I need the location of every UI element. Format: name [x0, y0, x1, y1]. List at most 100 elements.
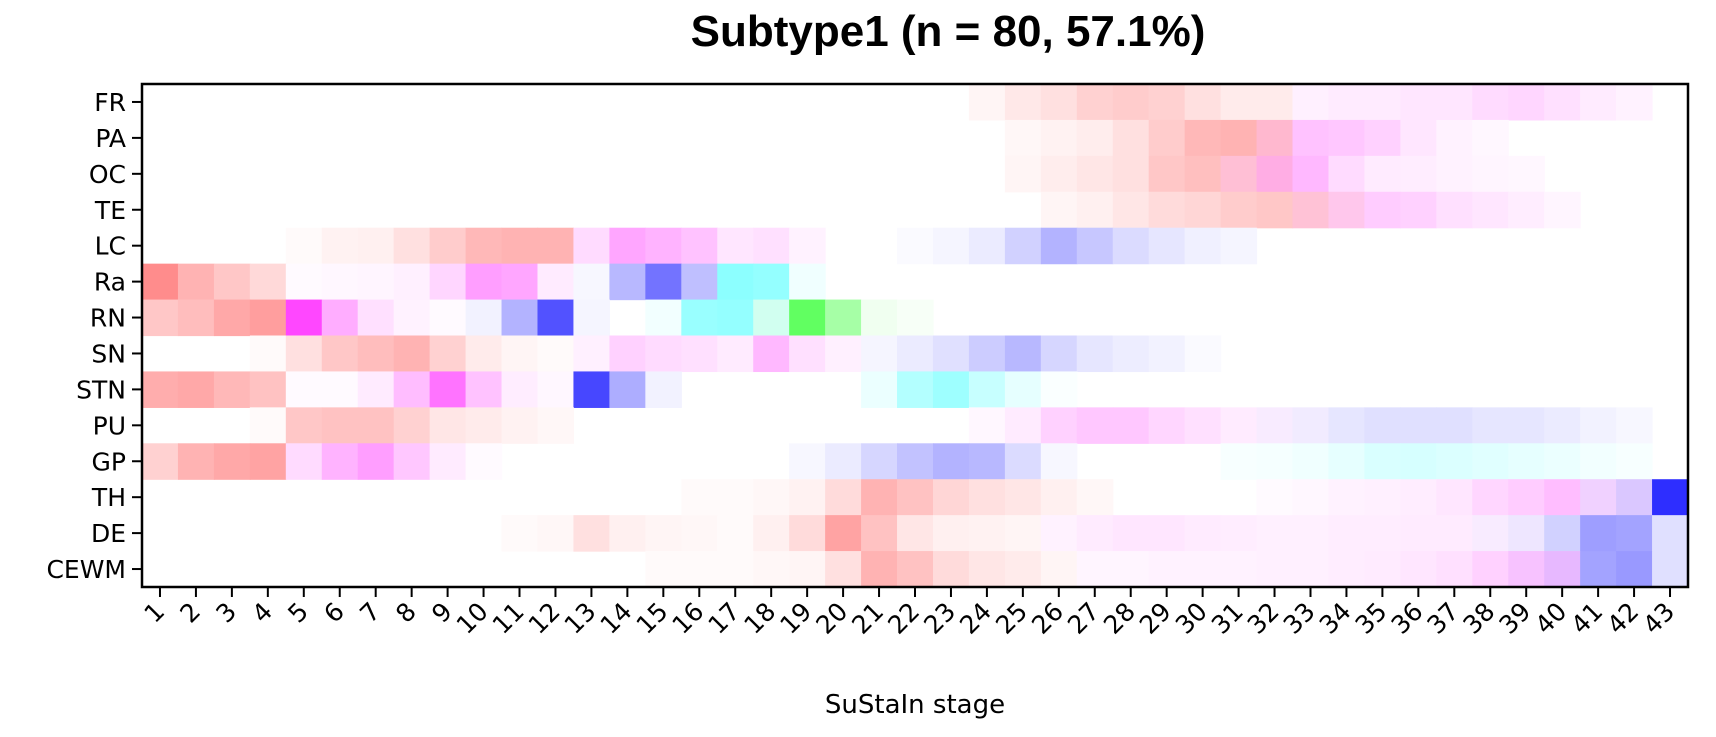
heatmap-cell-de-36 — [1400, 515, 1437, 552]
heatmap-cell-stn-2 — [177, 371, 215, 408]
heatmap-cell-gp-25 — [1004, 443, 1042, 480]
heatmap-cell-gp-38 — [1472, 443, 1509, 480]
x-axis-label: SuStaIn stage — [825, 690, 1005, 720]
heatmap-cell-de-32 — [1256, 515, 1294, 552]
heatmap-cell-te-38 — [1472, 191, 1509, 229]
heatmap-cell-stn-1 — [142, 371, 179, 408]
heatmap-cell-fr-38 — [1472, 84, 1509, 121]
heatmap-cell-sn-23 — [932, 335, 970, 373]
heatmap-cell-pu-31 — [1220, 407, 1258, 444]
heatmap-cell-ra-19 — [789, 263, 826, 301]
heatmap-cell-fr-26 — [1040, 84, 1078, 121]
heatmap-cell-pu-5 — [285, 407, 323, 444]
heatmap-cell-rn-22 — [897, 299, 934, 337]
heatmap-cell-de-24 — [968, 515, 1006, 552]
y-tick-label-stn: STN — [76, 375, 126, 404]
heatmap-cell-te-26 — [1040, 191, 1078, 229]
heatmap-cell-sn-12 — [537, 335, 575, 373]
heatmap-cell-cewm-31 — [1220, 551, 1258, 588]
heatmap-cell-stn-7 — [357, 371, 395, 408]
heatmap-cell-lc-18 — [753, 227, 790, 265]
heatmap-cell-stn-24 — [968, 371, 1006, 408]
heatmap-cell-lc-12 — [537, 227, 575, 265]
heatmap-cell-sn-21 — [861, 335, 898, 373]
y-tick-label-oc: OC — [89, 160, 126, 189]
heatmap-cell-gp-20 — [825, 443, 862, 480]
heatmap-cell-gp-34 — [1328, 443, 1366, 480]
heatmap-cell-pu-29 — [1148, 407, 1186, 444]
heatmap-cell-ra-15 — [645, 263, 682, 301]
heatmap-cell-lc-19 — [789, 227, 826, 265]
heatmap-cell-gp-26 — [1040, 443, 1078, 480]
heatmap-cell-cewm-25 — [1004, 551, 1042, 588]
x-tick-label-9: 9 — [426, 597, 458, 629]
x-tick-label-43: 43 — [1637, 597, 1680, 640]
heatmap-cell-sn-14 — [609, 335, 646, 373]
heatmap-cell-pu-27 — [1076, 407, 1114, 444]
y-tick-label-sn: SN — [91, 339, 126, 368]
heatmap-cell-te-35 — [1364, 191, 1401, 229]
heatmap-cell-ra-12 — [537, 263, 575, 301]
heatmap-cell-pu-33 — [1292, 407, 1330, 444]
heatmap-cell-gp-35 — [1364, 443, 1401, 480]
heatmap-cell-stn-13 — [573, 371, 610, 408]
y-tick-label-fr: FR — [94, 88, 126, 117]
heatmap-cell-te-34 — [1328, 191, 1366, 229]
heatmap-cell-cewm-33 — [1292, 551, 1330, 588]
heatmap-cell-ra-10 — [465, 263, 503, 301]
heatmap-cell-th-19 — [789, 479, 826, 516]
heatmap-cell-stn-4 — [249, 371, 287, 408]
heatmap-cell-pa-25 — [1004, 119, 1042, 157]
heatmap-cell-de-33 — [1292, 515, 1330, 552]
heatmap-cell-te-40 — [1544, 191, 1581, 229]
heatmap-cell-pu-10 — [465, 407, 503, 444]
heatmap-cell-cewm-19 — [789, 551, 826, 588]
heatmap-cell-lc-9 — [429, 227, 467, 265]
heatmap-cell-ra-5 — [285, 263, 323, 301]
heatmap-cell-fr-33 — [1292, 84, 1330, 121]
heatmap-cell-sn-11 — [501, 335, 539, 373]
heatmap-cell-fr-27 — [1076, 84, 1114, 121]
heatmap-cell-stn-21 — [861, 371, 898, 408]
heatmap-cell-ra-9 — [429, 263, 467, 301]
x-tick-label-1: 1 — [138, 597, 170, 629]
y-tick-label-te: TE — [94, 196, 126, 225]
heatmap-cell-lc-10 — [465, 227, 503, 265]
heatmap-cell-cewm-20 — [825, 551, 862, 588]
heatmap-cell-pa-36 — [1400, 119, 1437, 157]
heatmap-cell-fr-30 — [1184, 84, 1222, 121]
heatmap-cell-fr-28 — [1112, 84, 1150, 121]
heatmap-cell-gp-37 — [1436, 443, 1473, 480]
x-tick-label-8: 8 — [390, 597, 422, 629]
heatmap-cell-gp-21 — [861, 443, 898, 480]
heatmap-cell-rn-7 — [357, 299, 395, 337]
heatmap-cell-sn-10 — [465, 335, 503, 373]
heatmap-cell-th-21 — [861, 479, 898, 516]
heatmap-cell-ra-3 — [213, 263, 251, 301]
heatmap-cell-de-31 — [1220, 515, 1258, 552]
heatmap-cell-th-43 — [1652, 479, 1689, 516]
heatmap-cell-oc-37 — [1436, 155, 1473, 193]
heatmap-cell-lc-8 — [393, 227, 431, 265]
heatmap-cell-cewm-22 — [897, 551, 934, 588]
heatmap-cell-th-33 — [1292, 479, 1330, 516]
heatmap-cell-oc-31 — [1220, 155, 1258, 193]
heatmap-cell-rn-3 — [213, 299, 251, 337]
heatmap-cell-de-17 — [717, 515, 754, 552]
heatmap-cell-pu-35 — [1364, 407, 1401, 444]
heatmap-cell-sn-19 — [789, 335, 826, 373]
y-tick-label-pa: PA — [95, 124, 126, 153]
heatmap-cell-sn-25 — [1004, 335, 1042, 373]
heatmap-cell-de-16 — [681, 515, 718, 552]
heatmap-cell-ra-6 — [321, 263, 359, 301]
heatmap-cell-pa-35 — [1364, 119, 1401, 157]
heatmap-cell-oc-36 — [1400, 155, 1437, 193]
heatmap-cell-te-39 — [1508, 191, 1545, 229]
heatmap-cell-de-15 — [645, 515, 682, 552]
heatmap-cell-te-31 — [1220, 191, 1258, 229]
heatmap-cell-cewm-37 — [1436, 551, 1473, 588]
heatmap-cell-cewm-41 — [1580, 551, 1617, 588]
heatmap-cell-th-32 — [1256, 479, 1294, 516]
heatmap-cell-pa-33 — [1292, 119, 1330, 157]
heatmap-cell-de-42 — [1616, 515, 1653, 552]
